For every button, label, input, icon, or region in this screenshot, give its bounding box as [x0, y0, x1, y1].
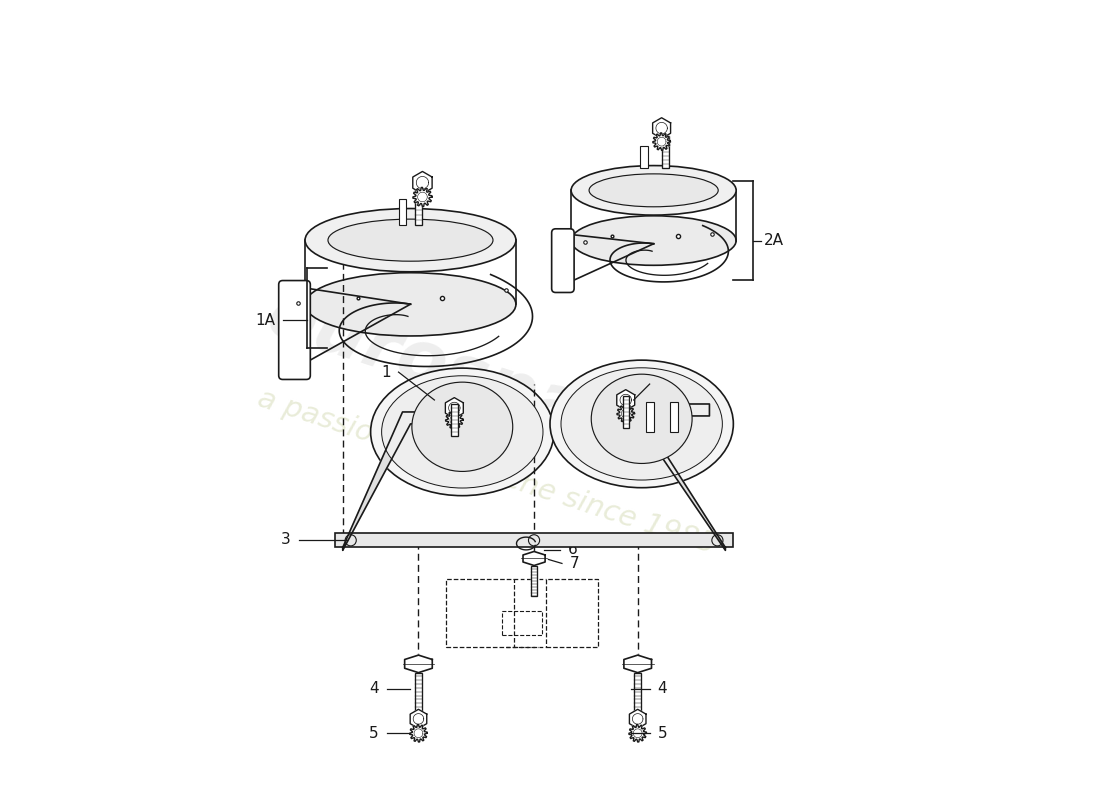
Polygon shape: [624, 655, 651, 673]
Text: 2A: 2A: [763, 233, 783, 248]
Ellipse shape: [328, 219, 493, 261]
Ellipse shape: [550, 360, 734, 488]
Text: 3: 3: [282, 532, 290, 547]
Polygon shape: [522, 551, 546, 566]
Text: 1A: 1A: [255, 313, 275, 328]
Text: 7: 7: [570, 556, 580, 571]
Text: eurospares: eurospares: [258, 281, 714, 487]
Ellipse shape: [411, 382, 513, 471]
Bar: [531, 566, 537, 596]
Bar: [416, 185, 421, 225]
Polygon shape: [617, 390, 635, 410]
Ellipse shape: [571, 166, 736, 215]
FancyBboxPatch shape: [551, 229, 574, 293]
Bar: [415, 673, 422, 711]
Ellipse shape: [571, 216, 736, 266]
Ellipse shape: [305, 209, 516, 272]
Polygon shape: [652, 133, 670, 150]
Bar: [451, 404, 458, 436]
Polygon shape: [617, 405, 635, 422]
Bar: [662, 136, 669, 168]
Polygon shape: [634, 404, 725, 550]
Ellipse shape: [382, 376, 543, 488]
Ellipse shape: [305, 273, 516, 336]
Bar: [623, 396, 629, 428]
Ellipse shape: [590, 174, 718, 206]
Text: a passion for Porsche since 1985: a passion for Porsche since 1985: [254, 384, 718, 559]
Polygon shape: [405, 655, 432, 673]
Polygon shape: [652, 118, 671, 138]
Ellipse shape: [561, 368, 723, 480]
Polygon shape: [629, 725, 647, 742]
Bar: [634, 673, 641, 711]
Polygon shape: [412, 171, 432, 194]
Bar: [670, 402, 678, 432]
Bar: [398, 199, 407, 225]
Polygon shape: [446, 411, 463, 429]
Bar: [546, 579, 597, 647]
Polygon shape: [409, 725, 427, 742]
Polygon shape: [343, 412, 494, 550]
Bar: [640, 146, 648, 168]
FancyBboxPatch shape: [278, 281, 310, 379]
Text: 5: 5: [658, 726, 668, 741]
Text: 6: 6: [568, 542, 578, 558]
Text: 1: 1: [381, 365, 390, 379]
Bar: [334, 533, 734, 547]
Text: 4: 4: [368, 681, 378, 696]
Bar: [646, 402, 653, 432]
Text: 5: 5: [368, 726, 378, 741]
Polygon shape: [446, 398, 463, 418]
Bar: [503, 611, 542, 635]
Polygon shape: [410, 710, 427, 729]
Ellipse shape: [371, 368, 554, 496]
Text: 4: 4: [658, 681, 668, 696]
Polygon shape: [412, 187, 432, 206]
Polygon shape: [629, 710, 646, 729]
Bar: [447, 579, 514, 647]
Text: 2: 2: [658, 377, 668, 391]
Ellipse shape: [592, 374, 692, 463]
